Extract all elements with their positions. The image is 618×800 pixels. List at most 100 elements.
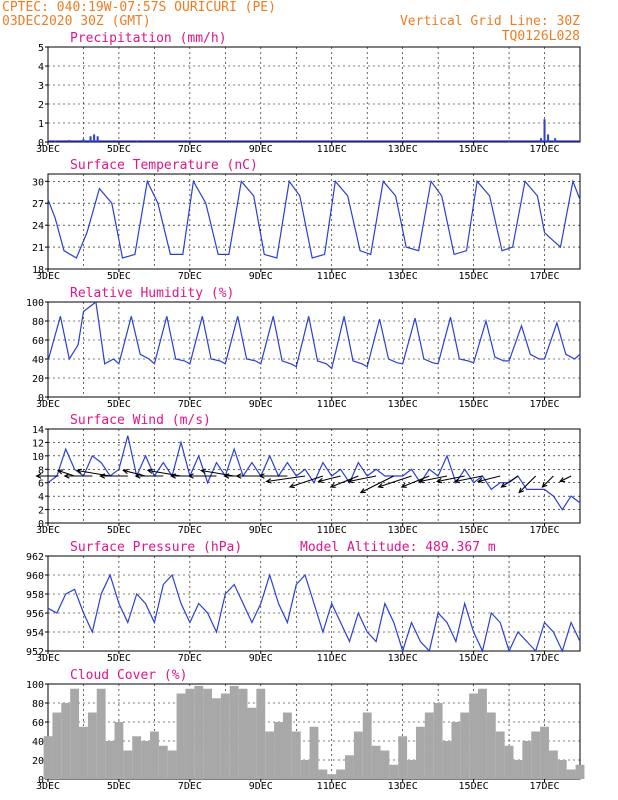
rh-ytick-label: 0 <box>38 393 44 404</box>
wind-arrow-head <box>235 473 242 479</box>
precip-bar <box>554 138 557 142</box>
cloud-bar <box>531 731 541 779</box>
pres-ytick-label: 958 <box>26 590 44 601</box>
wind-ytick-label: 4 <box>38 492 44 503</box>
cloud-bar <box>575 764 585 779</box>
cloud-bar <box>522 741 532 779</box>
pres-note: Model Altitude: 489.367 m <box>300 540 496 555</box>
wind-arrow-head <box>453 478 460 484</box>
wind-arrow-shaft <box>518 475 537 493</box>
rh-ytick-label: 60 <box>32 336 44 347</box>
wind-xtick-label: 7DEC <box>178 525 202 536</box>
cloud-bar <box>43 736 53 779</box>
cloud-bar <box>194 685 204 779</box>
cloud-bar <box>123 750 133 779</box>
wind-arrow-shaft <box>542 475 554 488</box>
cloud-bar <box>318 769 328 779</box>
wind-arrow-shaft <box>478 475 501 483</box>
precip-bar <box>89 136 92 142</box>
cloud-bar <box>61 703 71 779</box>
cloud-bar <box>557 760 567 779</box>
wind-arrow-head <box>377 483 384 489</box>
wind-arrow-shaft <box>76 469 111 477</box>
cloud-xtick-label: 9DEC <box>249 781 273 792</box>
cloud-bar <box>327 774 337 779</box>
cloud-bar <box>336 769 346 779</box>
rh-ytick-label: 20 <box>32 374 44 385</box>
wind-panel: 0 2 4 6 8 10 12 14 3DEC 5DEC 7DEC 9DEC 11DEC 13DEC 15D… <box>32 413 581 536</box>
precip-ytick-label: 1 <box>38 119 44 130</box>
wind-arrow-head <box>518 487 525 494</box>
precip-bar <box>93 134 96 142</box>
cloud-bar <box>96 688 106 779</box>
wind-xtick-label: 17DEC <box>529 525 559 536</box>
pres-ytick-label: 962 <box>26 552 44 563</box>
wind-arrow-head <box>146 468 153 474</box>
cloud-bar <box>247 707 257 779</box>
wind-arrow-head <box>558 477 566 483</box>
wind-arrow-shaft <box>266 475 306 483</box>
precip-xtick-label: 15DEC <box>459 144 489 155</box>
cloud-bar <box>415 726 425 779</box>
rh-xtick-label: 5DEC <box>107 399 131 410</box>
wind-arrow-shaft <box>201 469 235 477</box>
wind-ytick-label: 6 <box>38 479 44 490</box>
precip-ytick-label: 0 <box>38 138 44 149</box>
temp-title: Surface Temperature (nC) <box>70 158 258 173</box>
rh-xtick-label: 9DEC <box>249 399 273 410</box>
cloud-bar <box>185 688 195 779</box>
wind-arrow-shaft <box>501 475 519 488</box>
cloud-ytick-label: 100 <box>26 680 44 691</box>
wind-arrow-head <box>435 478 443 484</box>
pres-ytick-label: 954 <box>26 628 44 639</box>
temp-xtick-label: 3DEC <box>36 271 60 282</box>
wind-arrow-head <box>134 473 141 479</box>
pres-xtick-label: 9DEC <box>249 653 273 664</box>
cloud-bar <box>371 745 381 779</box>
pres-xtick-label: 5DEC <box>107 653 131 664</box>
wind-ytick-label: 10 <box>32 452 44 463</box>
temp-ytick-label: 18 <box>32 265 44 276</box>
pres-ytick-label: 960 <box>26 571 44 582</box>
cloud-bar <box>149 731 159 779</box>
cloud-bar <box>362 712 372 779</box>
cloud-bar <box>176 693 186 779</box>
cloud-bar <box>265 731 275 779</box>
cloud-panel: 0 20 40 60 80 100 3DEC 5DEC 7DEC 9DEC 11DEC 13DEC 15… <box>26 668 585 792</box>
pres-xtick-label: 11DEC <box>317 653 347 664</box>
pres-xtick-label: 13DEC <box>388 653 418 664</box>
wind-arrow-shaft <box>401 475 430 488</box>
temp-ytick-label: 24 <box>32 221 44 232</box>
precip-ytick-label: 2 <box>38 100 44 111</box>
precip-ytick-label: 3 <box>38 81 44 92</box>
wind-arrow-head <box>500 482 507 488</box>
cloud-xtick-label: 7DEC <box>178 781 202 792</box>
wind-xtick-label: 3DEC <box>36 525 60 536</box>
rh-panel: 0 20 40 60 80 100 3DEC 5DEC 7DEC 9DEC 11DEC 13DEC 15… <box>26 286 581 410</box>
cloud-bar <box>345 755 354 779</box>
temp-xtick-label: 7DEC <box>178 271 202 282</box>
cloud-bar <box>407 760 416 779</box>
cloud-bar <box>389 764 399 779</box>
precip-panel: 0 1 2 3 4 5 3DEC 5DEC 7DEC 9DEC 11DEC 13DEC 15DEC 17D… <box>36 31 581 155</box>
cloud-bar <box>229 685 239 779</box>
cloud-bar <box>158 745 168 779</box>
pres-ytick-label: 956 <box>26 609 44 620</box>
precip-ytick-label: 4 <box>38 62 44 73</box>
rh-line <box>47 300 581 370</box>
cloud-bar <box>87 712 97 779</box>
temp-frame <box>47 173 581 270</box>
cloud-ytick-label: 80 <box>32 699 44 710</box>
wind-arrow-head <box>122 468 129 475</box>
cloud-bar <box>469 693 479 779</box>
cloud-bar <box>460 712 470 779</box>
temp-xtick-label: 17DEC <box>529 271 559 282</box>
cloud-bar <box>282 712 292 779</box>
rh-xtick-label: 3DEC <box>36 399 60 410</box>
wind-arrow-shaft <box>147 469 182 477</box>
wind-arrow-head <box>35 473 42 479</box>
cloud-bar <box>167 750 177 779</box>
rh-xtick-label: 7DEC <box>178 399 202 410</box>
cloud-bar <box>353 731 363 779</box>
